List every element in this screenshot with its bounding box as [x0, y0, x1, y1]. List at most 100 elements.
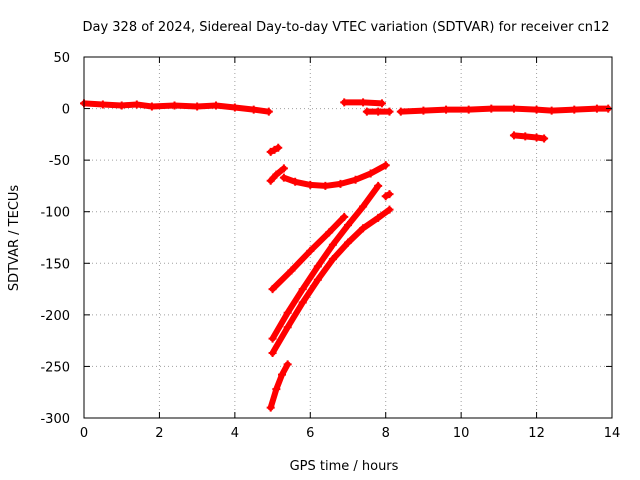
data-point [279, 164, 288, 173]
data-point [540, 134, 549, 143]
data-point [359, 98, 368, 107]
data-point [249, 105, 258, 114]
x-tick-label: 0 [80, 426, 88, 441]
data-point [521, 132, 530, 141]
data-point [374, 107, 383, 116]
data-point [344, 238, 352, 247]
data-point [306, 246, 315, 255]
data-point [274, 143, 283, 152]
data-point [212, 101, 220, 110]
x-axis-label: GPS time / hours [290, 459, 399, 474]
data-point [132, 100, 141, 109]
data-point [344, 221, 352, 230]
data-point [336, 179, 345, 188]
data-point [374, 181, 383, 190]
series-line [269, 182, 382, 342]
y-tick-label: -50 [49, 154, 70, 169]
data-point [313, 262, 322, 271]
x-tick-label: 8 [382, 426, 390, 441]
data-point [291, 177, 300, 186]
series-seg-plateau-7h [340, 98, 386, 108]
data-point [193, 102, 202, 111]
series-seg-rising-5h [266, 164, 288, 185]
series-seg-dip-11h [509, 131, 549, 143]
data-point [272, 385, 281, 394]
data-point [340, 212, 349, 221]
data-point [268, 285, 277, 294]
y-tick-label: -300 [40, 412, 70, 427]
y-tick-label: 0 [62, 103, 70, 118]
data-point [381, 161, 390, 170]
data-point [98, 100, 107, 109]
data-point [278, 370, 286, 379]
data-point [396, 107, 405, 116]
data-series [80, 98, 613, 412]
data-point [385, 107, 394, 116]
data-point [264, 107, 273, 116]
data-point [442, 105, 451, 114]
data-point [298, 285, 307, 294]
data-point [377, 99, 386, 108]
data-point [592, 104, 601, 113]
x-tick-label: 12 [528, 426, 545, 441]
data-point [570, 105, 579, 114]
x-tick-label: 10 [453, 426, 470, 441]
x-tick-label: 6 [306, 426, 314, 441]
data-point [366, 169, 375, 178]
data-point [532, 133, 541, 142]
data-point [325, 228, 334, 237]
data-point [283, 360, 292, 369]
y-tick-label: -150 [40, 257, 70, 272]
series-seg-bottom [266, 360, 292, 412]
y-tick-label: -100 [40, 206, 70, 221]
series-seg-late-baseline [396, 104, 613, 116]
x-tick-label: 14 [604, 426, 621, 441]
data-point [283, 308, 292, 317]
data-point [340, 98, 349, 107]
data-point [328, 240, 337, 249]
data-point [359, 202, 368, 211]
series-seg-steep-b [268, 205, 394, 358]
x-tick-label: 4 [231, 426, 239, 441]
series-seg-dot-8h [381, 190, 394, 201]
data-point [385, 190, 394, 199]
y-axis-label: SDTVAR / TECUs [7, 185, 22, 292]
data-point [374, 213, 383, 222]
data-point [287, 266, 296, 275]
data-point [351, 175, 360, 184]
data-point [464, 105, 473, 114]
y-tick-label: -200 [40, 309, 70, 324]
chart-title: Day 328 of 2024, Sidereal Day-to-day VTE… [82, 20, 609, 35]
data-point [419, 106, 428, 115]
data-point [487, 104, 496, 113]
series-seg-arc [279, 161, 390, 190]
series-seg-plateau-8h [362, 107, 394, 116]
data-point [283, 323, 292, 332]
data-point [279, 173, 288, 182]
data-point [230, 103, 239, 112]
data-point [362, 107, 371, 116]
axis-ticks: 0 2 4 6 8 10 12 14 -300 -250 -200 -150 -100 -50 0 50 [40, 51, 620, 441]
data-point [359, 224, 368, 233]
data-point [298, 298, 307, 307]
plot-frame [83, 56, 613, 419]
data-point [306, 180, 315, 189]
x-tick-label: 2 [155, 426, 163, 441]
data-point [266, 176, 275, 185]
data-point [268, 349, 277, 358]
data-point [385, 205, 394, 214]
data-point [328, 255, 337, 264]
data-point [170, 101, 179, 110]
data-point [268, 334, 277, 343]
data-point [272, 170, 281, 179]
y-tick-label: 50 [53, 51, 70, 66]
series-seg-short-5h [266, 143, 283, 156]
series-seg-steep-a [268, 181, 383, 343]
y-tick-label: -250 [40, 360, 70, 375]
data-point [266, 403, 275, 412]
data-point [313, 275, 322, 284]
data-point [509, 104, 518, 113]
series-seg-linear-upper [268, 212, 349, 294]
data-point [509, 131, 518, 140]
